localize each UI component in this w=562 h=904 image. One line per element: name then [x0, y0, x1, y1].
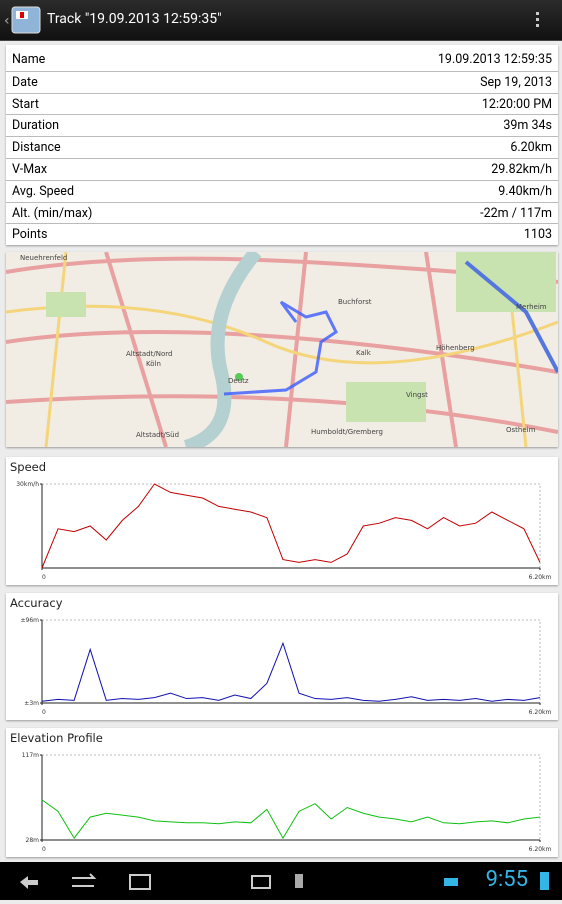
action-bar: ‹ Track "19.09.2013 12:59:35"	[0, 0, 562, 41]
detail-value: 6.20km	[510, 140, 552, 156]
chart: Accuracy ±96m ±3m0 6.20km	[10, 596, 552, 716]
y-tick-label: ±96m	[20, 617, 39, 624]
x-tick-label: 6.20km	[529, 846, 552, 853]
nav-bar: 9:55	[0, 862, 562, 900]
map-view: Neuehrenfeld Altstadt/Nord Köln Deutz Buchfo…	[6, 252, 558, 447]
detail-label: Date	[12, 74, 38, 90]
plot-frame	[42, 754, 541, 840]
map-label: Altstadt/Nord	[126, 350, 172, 358]
detail-value: Sep 19, 2013	[480, 74, 552, 90]
detail-value: 9.40km/h	[498, 183, 552, 199]
app-icon[interactable]: ‹	[4, 5, 44, 35]
data-line	[41, 483, 541, 569]
map-label: Köln	[146, 360, 161, 368]
map-label: Höhenberg	[436, 344, 475, 352]
detail-value: 29.82km/h	[491, 162, 552, 177]
map-label: Deutz	[228, 377, 249, 385]
chart: Speed 30km/h 0 6.20km	[10, 460, 552, 581]
detail-value: 12:20:00 PM	[481, 96, 552, 112]
detail-value: 1103	[523, 227, 552, 243]
y-tick-label: 28m	[26, 837, 40, 844]
x-tick-label: 0	[42, 846, 46, 853]
detail-label: Points	[12, 227, 48, 243]
map-label: Merheim	[516, 303, 547, 311]
y-tick-label: 30km/h	[16, 481, 39, 488]
y-tick-label: ±3m	[24, 700, 39, 707]
nav-buttons[interactable]	[0, 862, 562, 900]
chart-title: Accuracy	[10, 596, 63, 610]
detail-label: Duration	[12, 118, 60, 134]
detail-row: Duration 39m 34s	[6, 114, 558, 137]
chart-card: Elevation Profile 117m 28m 0 6.20km	[6, 728, 558, 857]
map-label: Kalk	[356, 349, 372, 357]
map-label: Vingst	[406, 391, 428, 399]
axes	[41, 755, 540, 841]
detail-row: Points 1103	[6, 223, 558, 246]
detail-value: 19.09.2013 12:59:35	[437, 52, 552, 67]
detail-value: -22m / 117m	[480, 205, 552, 221]
detail-row: Date Sep 19, 2013	[6, 70, 558, 94]
axes	[41, 484, 540, 569]
detail-label: Distance	[12, 140, 61, 156]
plot-frame	[42, 483, 541, 568]
detail-label: Start	[12, 96, 39, 112]
plot-frame	[42, 619, 541, 703]
detail-row: V-Max 29.82km/h	[6, 158, 558, 181]
detail-row: Distance 6.20km	[6, 136, 558, 159]
chart-title: Speed	[10, 460, 46, 474]
y-tick-label: 117m	[22, 752, 39, 759]
chart-card: Accuracy ±96m ±3m 0 6.20km	[6, 593, 558, 720]
detail-label: Name	[12, 52, 46, 67]
overflow-menu[interactable]	[532, 10, 544, 30]
map-label: Buchforst	[338, 298, 372, 306]
detail-row: Name 19.09.2013 12:59:35	[6, 49, 558, 71]
detail-label: V-Max	[12, 162, 48, 177]
map-label: Neuehrenfeld	[20, 254, 67, 262]
detail-row: Alt. (min/max) -22m / 117m	[6, 201, 558, 225]
x-tick-label: 0	[42, 574, 46, 581]
detail-label: Avg. Speed	[12, 183, 74, 199]
data-line	[41, 799, 541, 840]
clock: 9:55	[485, 867, 528, 892]
x-tick-label: 6.20km	[529, 574, 552, 581]
x-tick-label: 0	[42, 709, 46, 716]
map-label: Altstadt/Süd	[136, 431, 179, 439]
data-line	[41, 641, 541, 702]
detail-row: Start 12:20:00 PM	[6, 92, 558, 116]
axes	[41, 620, 540, 704]
map[interactable]: Neuehrenfeld Altstadt/Nord Köln Deutz Buchfo…	[6, 252, 558, 447]
detail-value: 39m 34s	[503, 118, 552, 134]
x-tick-label: 6.20km	[529, 709, 552, 716]
detail-label: Alt. (min/max)	[12, 205, 93, 221]
map-label: Humboldt/Gremberg	[311, 428, 383, 436]
chart-title: Elevation Profile	[10, 731, 103, 745]
details-table: Name 19.09.2013 12:59:35 Date Sep 19, 2013 S…	[6, 45, 558, 245]
map-label: Ostheim	[506, 426, 536, 434]
chart-card: Speed 30km/h 0 6.20km	[6, 457, 558, 585]
title: Track "19.09.2013 12:59:35"	[47, 11, 222, 27]
detail-row: Avg. Speed 9.40km/h	[6, 179, 558, 203]
svg-text:‹: ‹	[4, 13, 10, 29]
